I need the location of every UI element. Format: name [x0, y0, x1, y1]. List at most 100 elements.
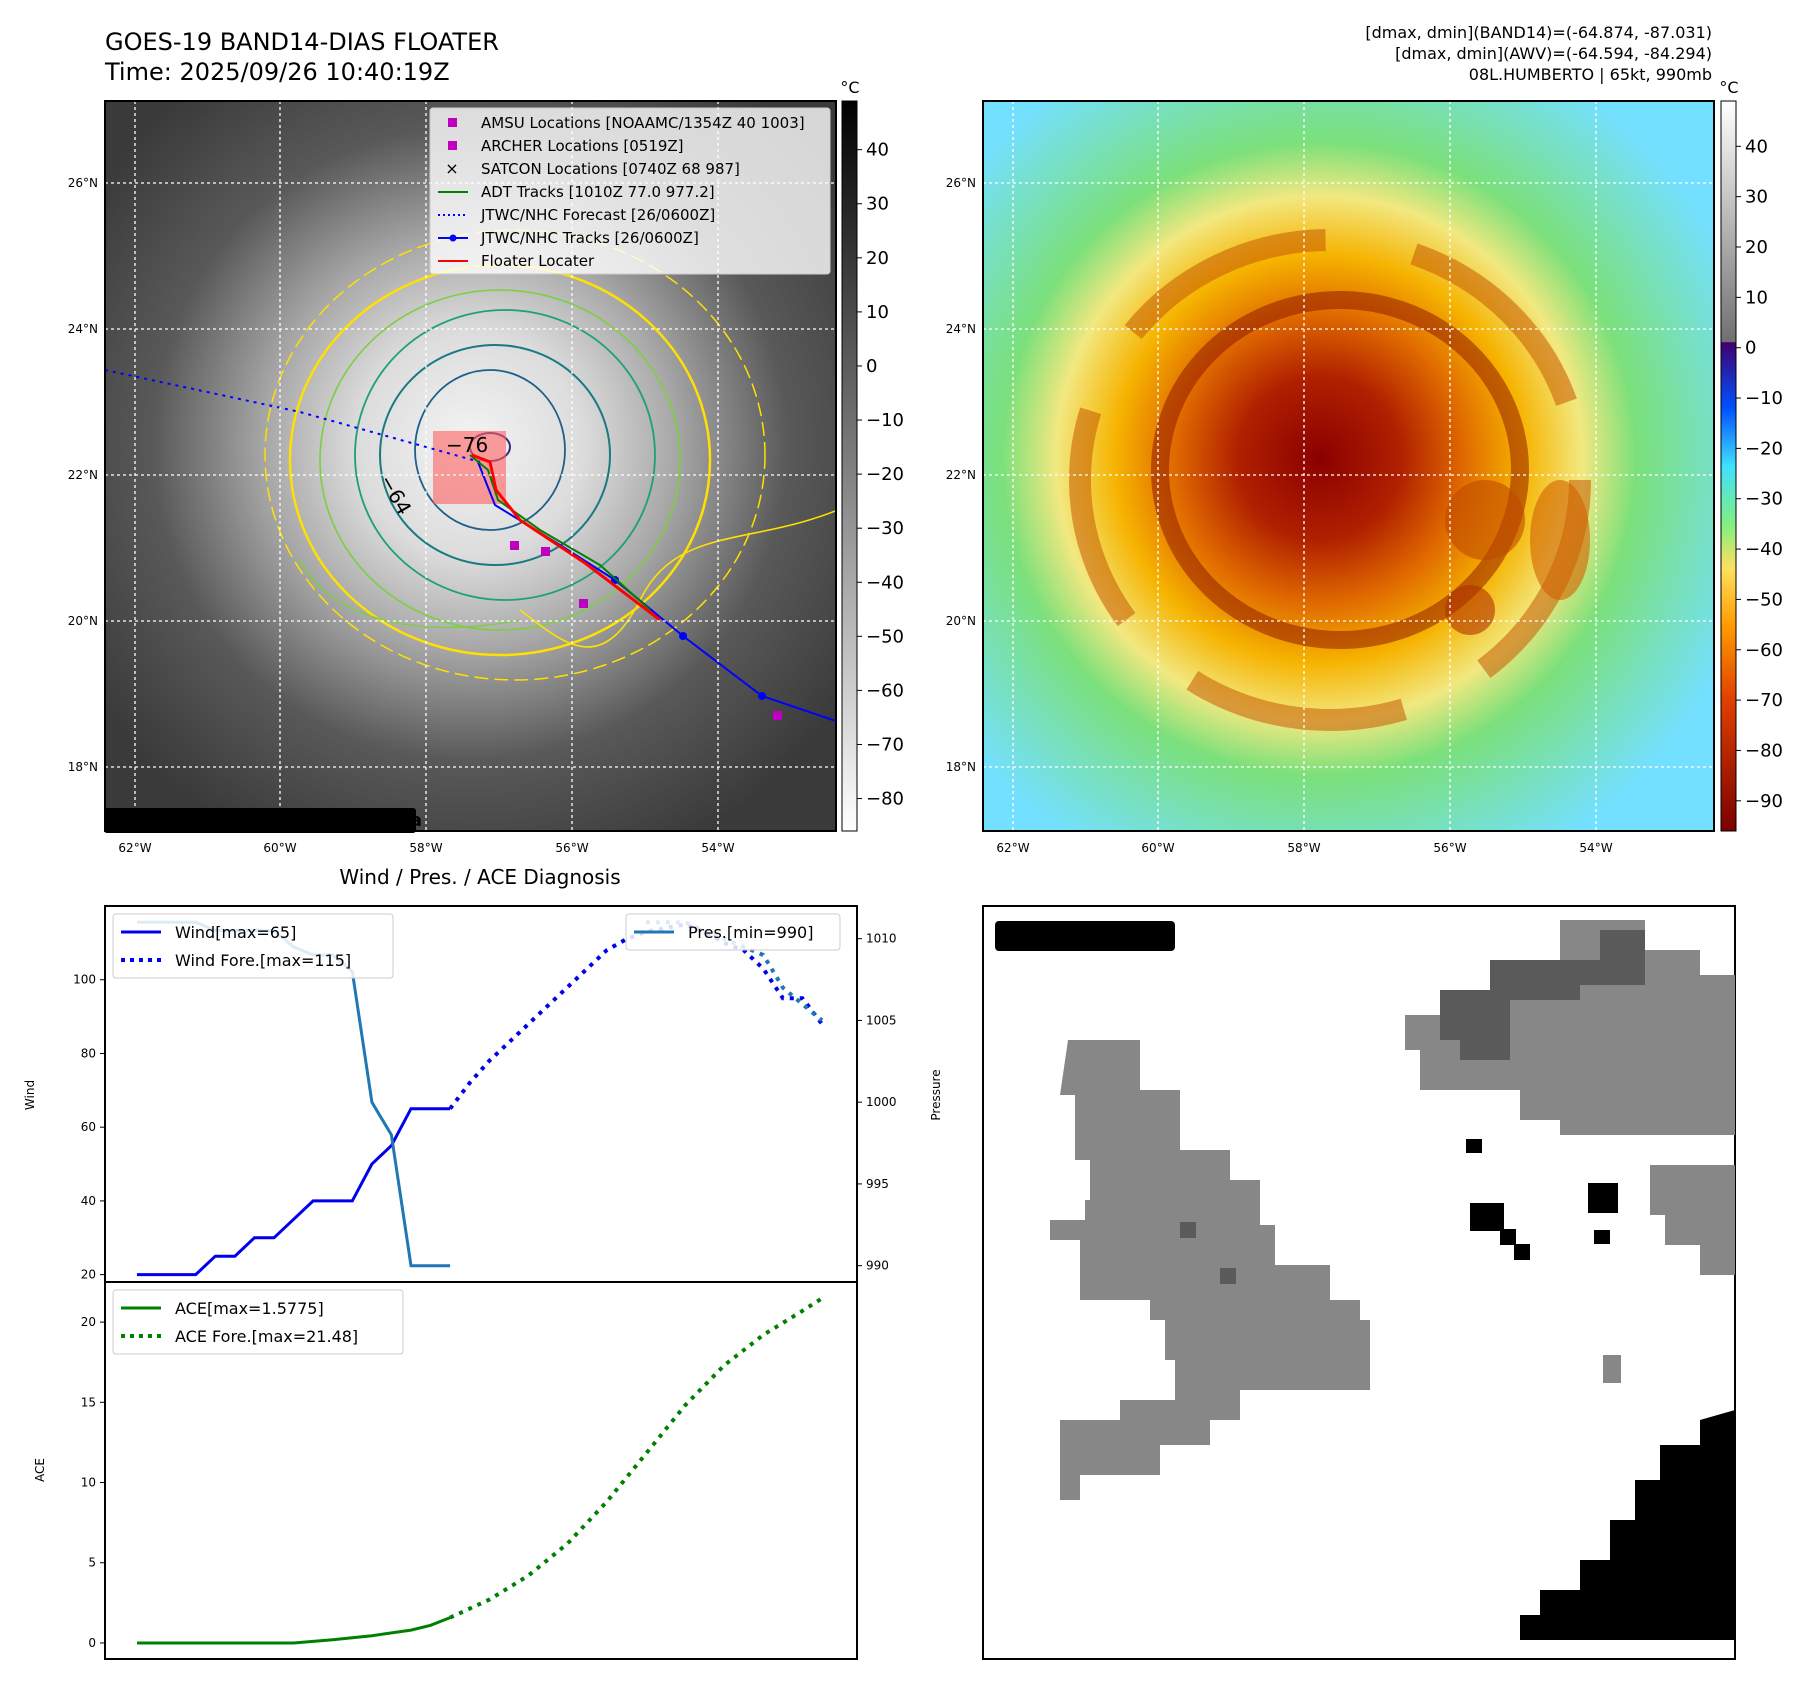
colorbar-tick-label: 20 [866, 248, 889, 269]
ace-series-line-0 [137, 1616, 451, 1645]
colorbar-tick-label: 10 [866, 302, 889, 323]
lon-label: 62°W [118, 841, 151, 855]
colorbar-tick-label: −10 [866, 410, 904, 431]
ace-plot-area: 0 5 10 15 20 [81, 1296, 824, 1650]
series-line-0 [137, 1107, 451, 1277]
lon-label: 58°W [409, 841, 442, 855]
wind-tick-label: 60 [81, 1120, 96, 1134]
colorbar-tick-label: −80 [1745, 740, 1783, 761]
floater-box [433, 431, 506, 504]
colorbar-tick-label: −40 [866, 572, 904, 593]
legend-marker-tracks-dot [449, 234, 457, 242]
right-colorbar-unit: °C [1719, 78, 1738, 97]
right-cloud-bands [1069, 229, 1591, 731]
lat-label: 22°N [946, 468, 976, 482]
archer-marker [773, 711, 782, 720]
right-colorbar [1720, 100, 1737, 832]
archer-marker [579, 599, 588, 608]
info-band14-range: [dmax, dmin](BAND14)=(-64.874, -87.031) [1365, 23, 1712, 42]
right-gridlines [983, 101, 1714, 831]
lat-label: 20°N [946, 614, 976, 628]
ace-tick-label: 20 [81, 1315, 96, 1329]
colorbar-tick-label: −30 [1745, 489, 1783, 510]
colorbar-tick-label: −50 [1745, 589, 1783, 610]
colorbar-tick-label: 0 [1745, 338, 1756, 359]
legend-wind-forecast: Wind Fore.[max=115] [175, 951, 351, 970]
figure-title: GOES-19 BAND14-DIAS FLOATER [105, 28, 499, 56]
ace-legend-box [112, 1289, 404, 1355]
lon-label: 58°W [1287, 841, 1320, 855]
figure-time: Time: 2025/09/26 10:40:19Z [104, 58, 450, 86]
amsu-marker [510, 541, 519, 550]
wmg-count-label: WMG Count: 0 [1002, 924, 1163, 948]
lon-label: 62°W [996, 841, 1029, 855]
copyright-badge [104, 808, 416, 833]
pressure-tick-label: 1000 [866, 1095, 897, 1109]
lat-label: 22°N [68, 468, 98, 482]
amsu-marker [541, 547, 550, 556]
left-map-panel: −76 −64 26°N 24°N 22°N 20°N 18°N 62°W 60… [68, 78, 904, 855]
right-map-panel: 26°N 24°N 22°N 20°N 18°N 62°W 60°W 58°W … [946, 78, 1783, 855]
ace-chart: 0 5 10 15 20 ACE ACE[max=1.5775] ACE Fore.[m… [33, 1281, 858, 1660]
colorbar-tick-label: −70 [866, 734, 904, 755]
ace-axis-label: ACE [33, 1458, 47, 1482]
left-colorbar-ticks: 40 30 20 10 0 −10 −20 −30 −40 −50 −60 −70 −80 [857, 140, 904, 810]
wmg-gray-regions [1050, 920, 1735, 1500]
colorbar-tick-label: 30 [1745, 187, 1768, 208]
left-colorbar [841, 100, 858, 832]
adt-track [469, 454, 651, 611]
info-awv-range: [dmax, dmin](AWV)=(-64.594, -84.294) [1395, 44, 1712, 63]
colorbar-tick-label: −20 [1745, 438, 1783, 459]
wmg-black-regions [1466, 1139, 1735, 1640]
legend-marker-archer [448, 141, 457, 150]
wind-tick-label: 40 [81, 1194, 96, 1208]
wind-tick-label: 20 [81, 1268, 96, 1282]
lon-label: 54°W [1579, 841, 1612, 855]
ace-tick-label: 5 [88, 1556, 96, 1570]
colorbar-tick-label: 20 [1745, 237, 1768, 258]
info-storm: 08L.HUMBERTO | 65kt, 990mb [1469, 65, 1712, 84]
pressure-tick-label: 1010 [866, 932, 897, 946]
floater-locater-line [471, 453, 661, 622]
wmg-count-badge [995, 921, 1175, 951]
lat-label: 26°N [946, 176, 976, 190]
wind-tick-label: 80 [81, 1046, 96, 1060]
lat-label: 26°N [68, 176, 98, 190]
wind-pressure-chart: 20 40 60 80 100 990 995 1000 1005 1010 Wind Press… [23, 905, 943, 1283]
legend-adt: ADT Tracks [1010Z 77.0 977.2] [481, 183, 715, 201]
colorbar-tick-label: −60 [1745, 640, 1783, 661]
legend-satcon: SATCON Locations [0740Z 68 987] [481, 160, 740, 178]
track-point [758, 692, 766, 700]
colorbar-tick-label: 40 [866, 140, 889, 161]
legend-wind: Wind[max=65] [175, 923, 296, 942]
pressure-tick-label: 990 [866, 1259, 889, 1273]
colorbar-tick-label: −30 [866, 518, 904, 539]
lon-label: 56°W [1433, 841, 1466, 855]
diagnosis-title: Wind / Pres. / ACE Diagnosis [339, 865, 620, 889]
track-point [679, 632, 687, 640]
wind-legend-box [112, 913, 394, 979]
ace-tick-label: 10 [81, 1476, 96, 1490]
lon-label: 56°W [555, 841, 588, 855]
jtwc-forecast-track [105, 369, 481, 463]
lat-label: 20°N [68, 614, 98, 628]
left-map-legend: AMSU Locations [NOAAMC/1354Z 40 1003] AR… [429, 107, 831, 275]
pressure-axis-label: Pressure [929, 1069, 943, 1120]
right-colorbar-ticks: 40 30 20 10 0 −10 −20 −30 −40 −50 −60 −70 −80 −90 [1736, 136, 1783, 812]
lat-label: 18°N [946, 760, 976, 774]
colorbar-tick-label: −80 [866, 789, 904, 810]
pressure-tick-label: 995 [866, 1177, 889, 1191]
colorbar-tick-label: 30 [866, 194, 889, 215]
lat-label: 24°N [946, 322, 976, 336]
colorbar-tick-label: −60 [866, 680, 904, 701]
legend-archer: ARCHER Locations [0519Z] [481, 137, 684, 155]
colorbar-tick-label: −90 [1745, 791, 1783, 812]
legend-pressure: Pres.[min=990] [688, 923, 813, 942]
right-map-frame [982, 100, 1715, 832]
colorbar-tick-label: −50 [866, 626, 904, 647]
colorbar-tick-label: −40 [1745, 539, 1783, 560]
copyright-text: Copyright © 2020-2025 Dapiya [108, 810, 422, 831]
left-map-frame [104, 100, 837, 832]
colorbar-tick-label: 0 [866, 356, 877, 377]
